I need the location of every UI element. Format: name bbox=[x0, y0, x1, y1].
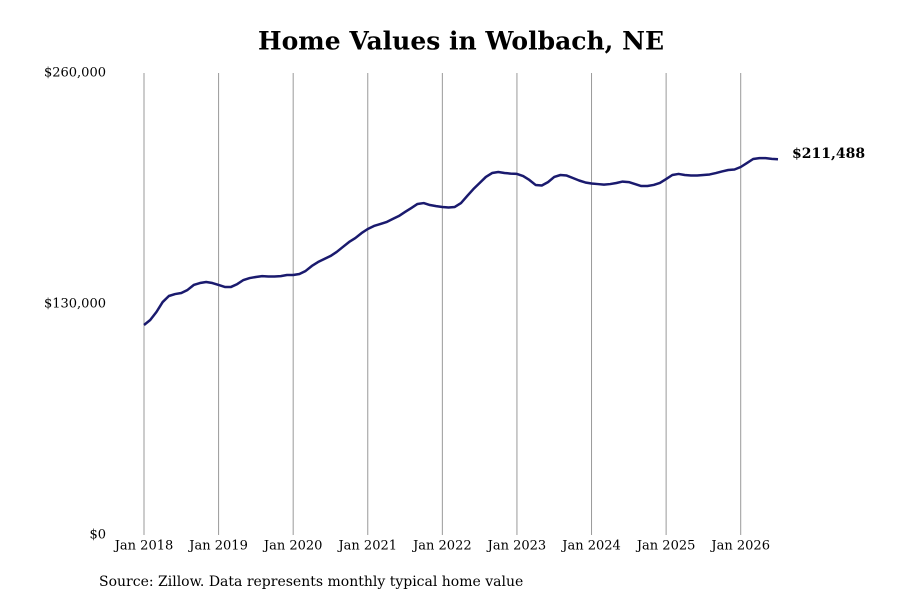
x-tick-label: Jan 2018 bbox=[113, 539, 174, 554]
line-series bbox=[143, 156, 779, 326]
x-tick-label: Jan 2025 bbox=[635, 539, 696, 554]
y-tick-label: $130,000 bbox=[44, 297, 106, 312]
x-tick-label: Jan 2020 bbox=[262, 539, 323, 554]
x-tick-label: Jan 2023 bbox=[486, 539, 547, 554]
source-note: Source: Zillow. Data represents monthly … bbox=[99, 574, 523, 590]
x-tick-label: Jan 2019 bbox=[187, 539, 248, 554]
x-tick-label: Jan 2026 bbox=[709, 539, 770, 554]
x-tick-label: Jan 2021 bbox=[336, 539, 397, 554]
x-tick-label: Jan 2022 bbox=[411, 539, 472, 554]
x-tick-label: Jan 2024 bbox=[560, 539, 621, 554]
y-tick-label: $260,000 bbox=[44, 66, 106, 81]
y-tick-label: $0 bbox=[89, 528, 106, 543]
value-label: $211,488 bbox=[792, 146, 865, 162]
chart-title: Home Values in Wolbach, NE bbox=[258, 27, 664, 56]
